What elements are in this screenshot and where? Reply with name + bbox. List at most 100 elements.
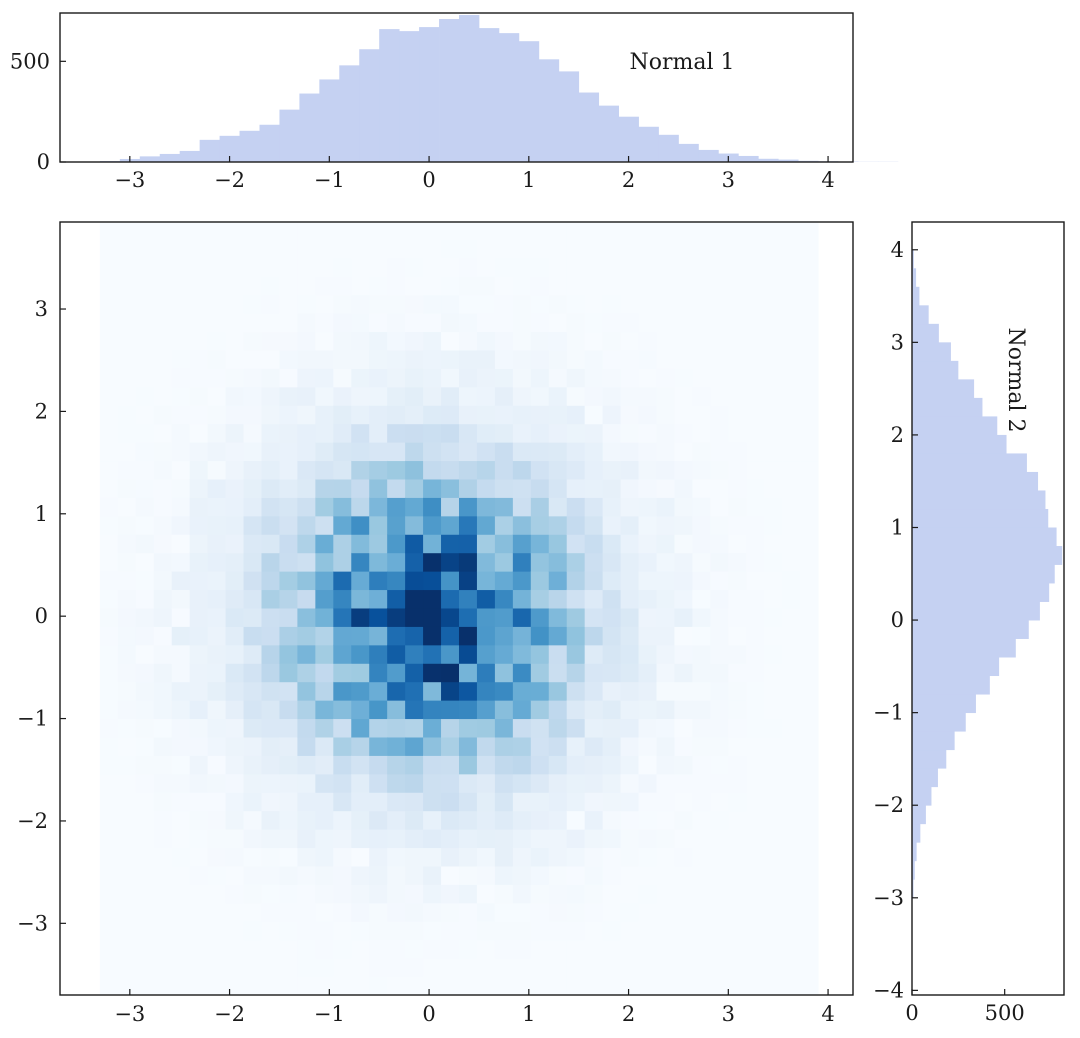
heatmap-cell xyxy=(135,884,155,904)
heatmap-cell xyxy=(746,368,765,388)
heatmap-cell xyxy=(728,589,747,609)
heatmap-cell xyxy=(602,220,622,240)
heatmap-cell xyxy=(674,976,693,996)
heatmap-cell xyxy=(548,902,568,922)
heatmap-cell xyxy=(279,276,298,296)
heatmap-cell xyxy=(423,736,442,756)
right-histogram-bar xyxy=(912,805,926,825)
heatmap-cell xyxy=(656,405,675,425)
heatmap-cell xyxy=(333,644,352,664)
heatmap-cell xyxy=(800,276,819,296)
heatmap-cell xyxy=(351,331,370,351)
heatmap-cell xyxy=(476,829,496,849)
heatmap-cell xyxy=(800,810,819,830)
heatmap-cell xyxy=(620,552,640,572)
heatmap-cell xyxy=(674,405,693,425)
heatmap-cell xyxy=(530,460,550,480)
heatmap-cell xyxy=(189,386,209,406)
heatmap-cell xyxy=(279,810,298,830)
heatmap-cell xyxy=(279,921,298,941)
heatmap-cell xyxy=(620,349,640,369)
heatmap-cell xyxy=(225,847,245,867)
heatmap-cell xyxy=(674,552,693,572)
heatmap-cell xyxy=(387,847,406,867)
heatmap-cell xyxy=(387,958,406,978)
heatmap-cell xyxy=(171,718,191,738)
heatmap-cell xyxy=(333,847,352,867)
heatmap-y-tick-label: 1 xyxy=(35,502,48,526)
heatmap-cell xyxy=(153,552,173,572)
heatmap-cell xyxy=(243,442,262,462)
heatmap-cell xyxy=(441,865,460,885)
heatmap-cell xyxy=(548,478,568,498)
heatmap-cell xyxy=(225,368,245,388)
heatmap-cell xyxy=(225,276,245,296)
heatmap-cell xyxy=(315,976,334,996)
heatmap-cell xyxy=(728,460,747,480)
heatmap-cell xyxy=(710,644,729,664)
heatmap-cell xyxy=(638,792,657,812)
heatmap-cell xyxy=(620,773,640,793)
heatmap-cell xyxy=(602,626,622,646)
heatmap-cell xyxy=(656,276,675,296)
heatmap-cell xyxy=(602,534,622,554)
heatmap-cell xyxy=(548,958,568,978)
heatmap-cell xyxy=(279,313,298,333)
heatmap-cell xyxy=(692,257,711,277)
heatmap-cell xyxy=(530,515,550,535)
heatmap-cell xyxy=(261,460,280,480)
heatmap-cell xyxy=(351,607,370,627)
heatmap-cell xyxy=(458,939,478,959)
heatmap-cell xyxy=(512,534,532,554)
heatmap-cell xyxy=(458,755,478,775)
heatmap-cell xyxy=(189,220,209,240)
right-histogram-bar xyxy=(912,342,951,362)
heatmap-cell xyxy=(548,405,568,425)
right-histogram-bar xyxy=(912,657,1000,677)
heatmap-cell xyxy=(387,865,406,885)
heatmap-cell xyxy=(710,478,729,498)
heatmap-cell xyxy=(387,571,406,591)
heatmap-cell xyxy=(117,515,137,535)
heatmap-cell xyxy=(800,921,819,941)
heatmap-cell xyxy=(261,331,280,351)
heatmap-cell xyxy=(764,571,783,591)
heatmap-cell xyxy=(423,239,442,259)
heatmap-cell xyxy=(405,423,424,443)
heatmap-cell xyxy=(800,589,819,609)
heatmap-cell xyxy=(800,220,819,240)
heatmap-cell xyxy=(800,515,819,535)
heatmap-cell xyxy=(476,663,496,683)
heatmap-cell xyxy=(800,700,819,720)
heatmap-cell xyxy=(512,921,532,941)
heatmap-cell xyxy=(458,423,478,443)
heatmap-cell xyxy=(207,276,227,296)
heatmap-cell xyxy=(189,552,209,572)
heatmap-cell xyxy=(279,865,298,885)
heatmap-cell xyxy=(602,294,622,314)
right-y-tick-label: 3 xyxy=(891,330,904,354)
heatmap-cell xyxy=(476,276,496,296)
heatmap-cell xyxy=(297,257,316,277)
heatmap-cell xyxy=(333,700,352,720)
heatmap-cell xyxy=(387,313,406,333)
heatmap-cell xyxy=(584,847,604,867)
heatmap-cell xyxy=(225,792,245,812)
heatmap-cell xyxy=(225,902,245,922)
heatmap-cell xyxy=(153,829,173,849)
heatmap-cell xyxy=(620,386,640,406)
heatmap-cell xyxy=(764,276,783,296)
heatmap-cell xyxy=(297,460,316,480)
heatmap-cell xyxy=(548,349,568,369)
heatmap-cell xyxy=(530,921,550,941)
heatmap-cell xyxy=(620,736,640,756)
heatmap-cell xyxy=(512,681,532,701)
heatmap-cell xyxy=(584,349,604,369)
heatmap-cell xyxy=(728,700,747,720)
heatmap-cell xyxy=(692,552,711,572)
heatmap-cell xyxy=(602,349,622,369)
heatmap-cell xyxy=(548,736,568,756)
heatmap-cell xyxy=(656,736,675,756)
heatmap-cell xyxy=(135,626,155,646)
heatmap-cell xyxy=(189,700,209,720)
